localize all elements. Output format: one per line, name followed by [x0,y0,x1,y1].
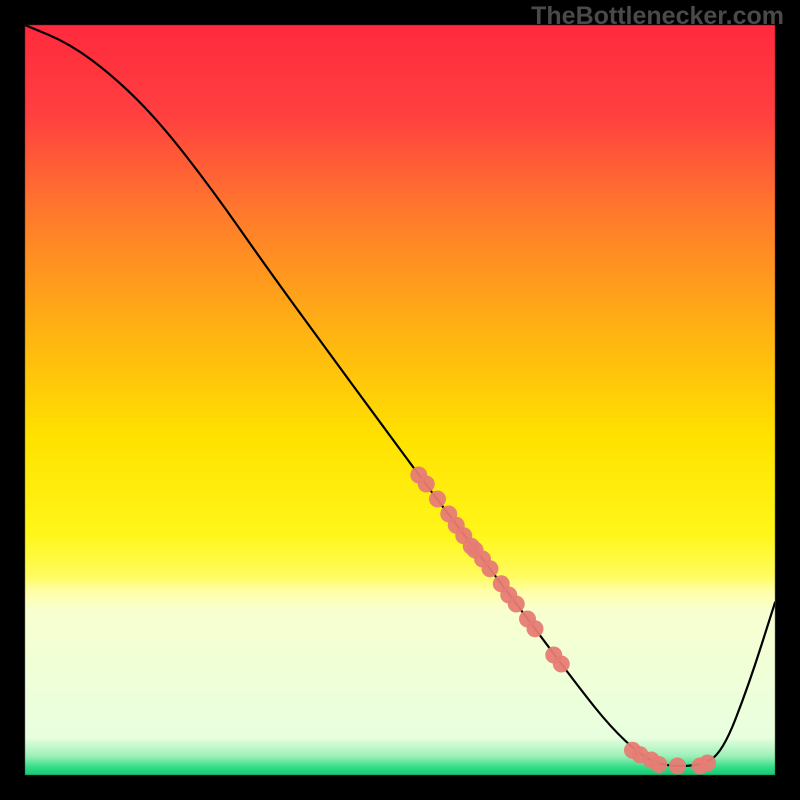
data-point [527,620,544,637]
data-point [669,758,686,775]
data-point [699,755,716,772]
data-point [650,756,667,773]
chart-plot [25,25,775,775]
data-point [429,491,446,508]
curve-line [25,25,775,766]
data-point [553,656,570,673]
data-point [418,476,435,493]
watermark-text: TheBottlenecker.com [531,2,784,31]
data-point [482,560,499,577]
data-point [508,596,525,613]
